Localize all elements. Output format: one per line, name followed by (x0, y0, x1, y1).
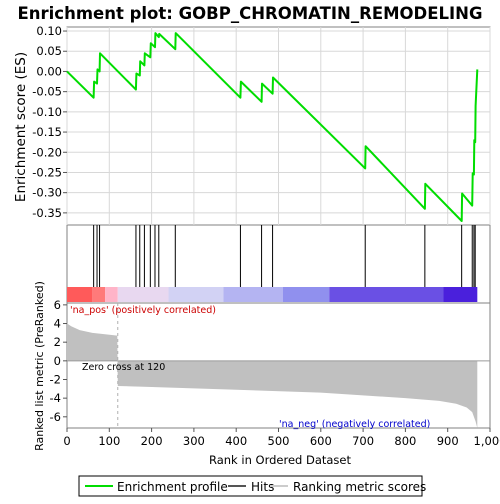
es-tick-label: 0.05 (36, 44, 62, 58)
es-tick-label: -0.35 (32, 206, 62, 220)
x-axis-label: Rank in Ordered Dataset (209, 453, 352, 467)
x-tick-label: 200 (141, 434, 163, 448)
metric-tick-label: 0 (54, 354, 61, 368)
legend-enrichment-label: Enrichment profile (117, 480, 228, 494)
color-bar-segment (67, 287, 92, 302)
es-tick-label: -0.25 (32, 165, 62, 179)
color-bar-segment (224, 287, 283, 302)
x-tick-label: 0 (63, 434, 70, 448)
x-axis: 0 100 200 300 400 500 600 700 800 900 1,000 (63, 428, 500, 448)
x-tick-label: 900 (437, 434, 459, 448)
es-tick-label: 0.10 (36, 24, 62, 38)
x-tick-label: 500 (268, 434, 290, 448)
metric-y-axis: 6 4 2 0 -2 -4 -6 (50, 298, 67, 424)
es-tick-label: -0.15 (32, 125, 62, 139)
metric-tick-label: 6 (54, 298, 61, 312)
color-bar-segment (283, 287, 330, 302)
metric-tick-label: -6 (50, 410, 61, 424)
es-y-axis: 0.10 0.05 0.00 -0.05 -0.10 -0.15 -0.20 -0.25 -0.… (32, 24, 67, 220)
es-tick-label: -0.05 (32, 85, 62, 99)
x-tick-label: 300 (183, 434, 205, 448)
metric-tick-label: 4 (54, 317, 61, 331)
metric-y-axis-label: Ranked list metric (PreRanked) (33, 281, 46, 451)
x-tick-label: 1,000 (474, 434, 500, 448)
rank-color-bar (67, 287, 477, 302)
es-tick-label: -0.10 (32, 105, 62, 119)
x-tick-label: 400 (225, 434, 247, 448)
es-tick-label: 0.00 (36, 64, 62, 78)
metric-tick-label: -2 (50, 372, 61, 386)
es-tick-label: -0.20 (32, 145, 62, 159)
color-bar-segment (329, 287, 443, 302)
color-bar-segment (169, 287, 224, 302)
x-tick-label: 600 (310, 434, 332, 448)
legend-metric-label: Ranking metric scores (293, 480, 426, 494)
color-bar-segment (118, 287, 169, 302)
color-bar-segment (92, 287, 105, 302)
metric-tick-label: 2 (54, 335, 61, 349)
es-tick-label: -0.30 (32, 186, 62, 200)
zero-cross-label: Zero cross at 120 (82, 362, 165, 373)
color-bar-segment (443, 287, 477, 302)
pos-correlation-label: 'na_pos' (positively correlated) (70, 305, 216, 316)
es-y-axis-label: Enrichment score (ES) (13, 52, 29, 202)
neg-correlation-label: 'na_neg' (negatively correlated) (279, 419, 430, 430)
legend: Enrichment profile Hits Ranking metric s… (79, 476, 426, 496)
x-tick-label: 100 (98, 434, 120, 448)
chart-title: Enrichment plot: GOBP_CHROMATIN_REMODELI… (17, 4, 482, 23)
metric-tick-label: -4 (50, 391, 61, 405)
x-tick-label: 800 (394, 434, 416, 448)
color-bar-segment (105, 287, 118, 302)
x-tick-label: 700 (352, 434, 374, 448)
